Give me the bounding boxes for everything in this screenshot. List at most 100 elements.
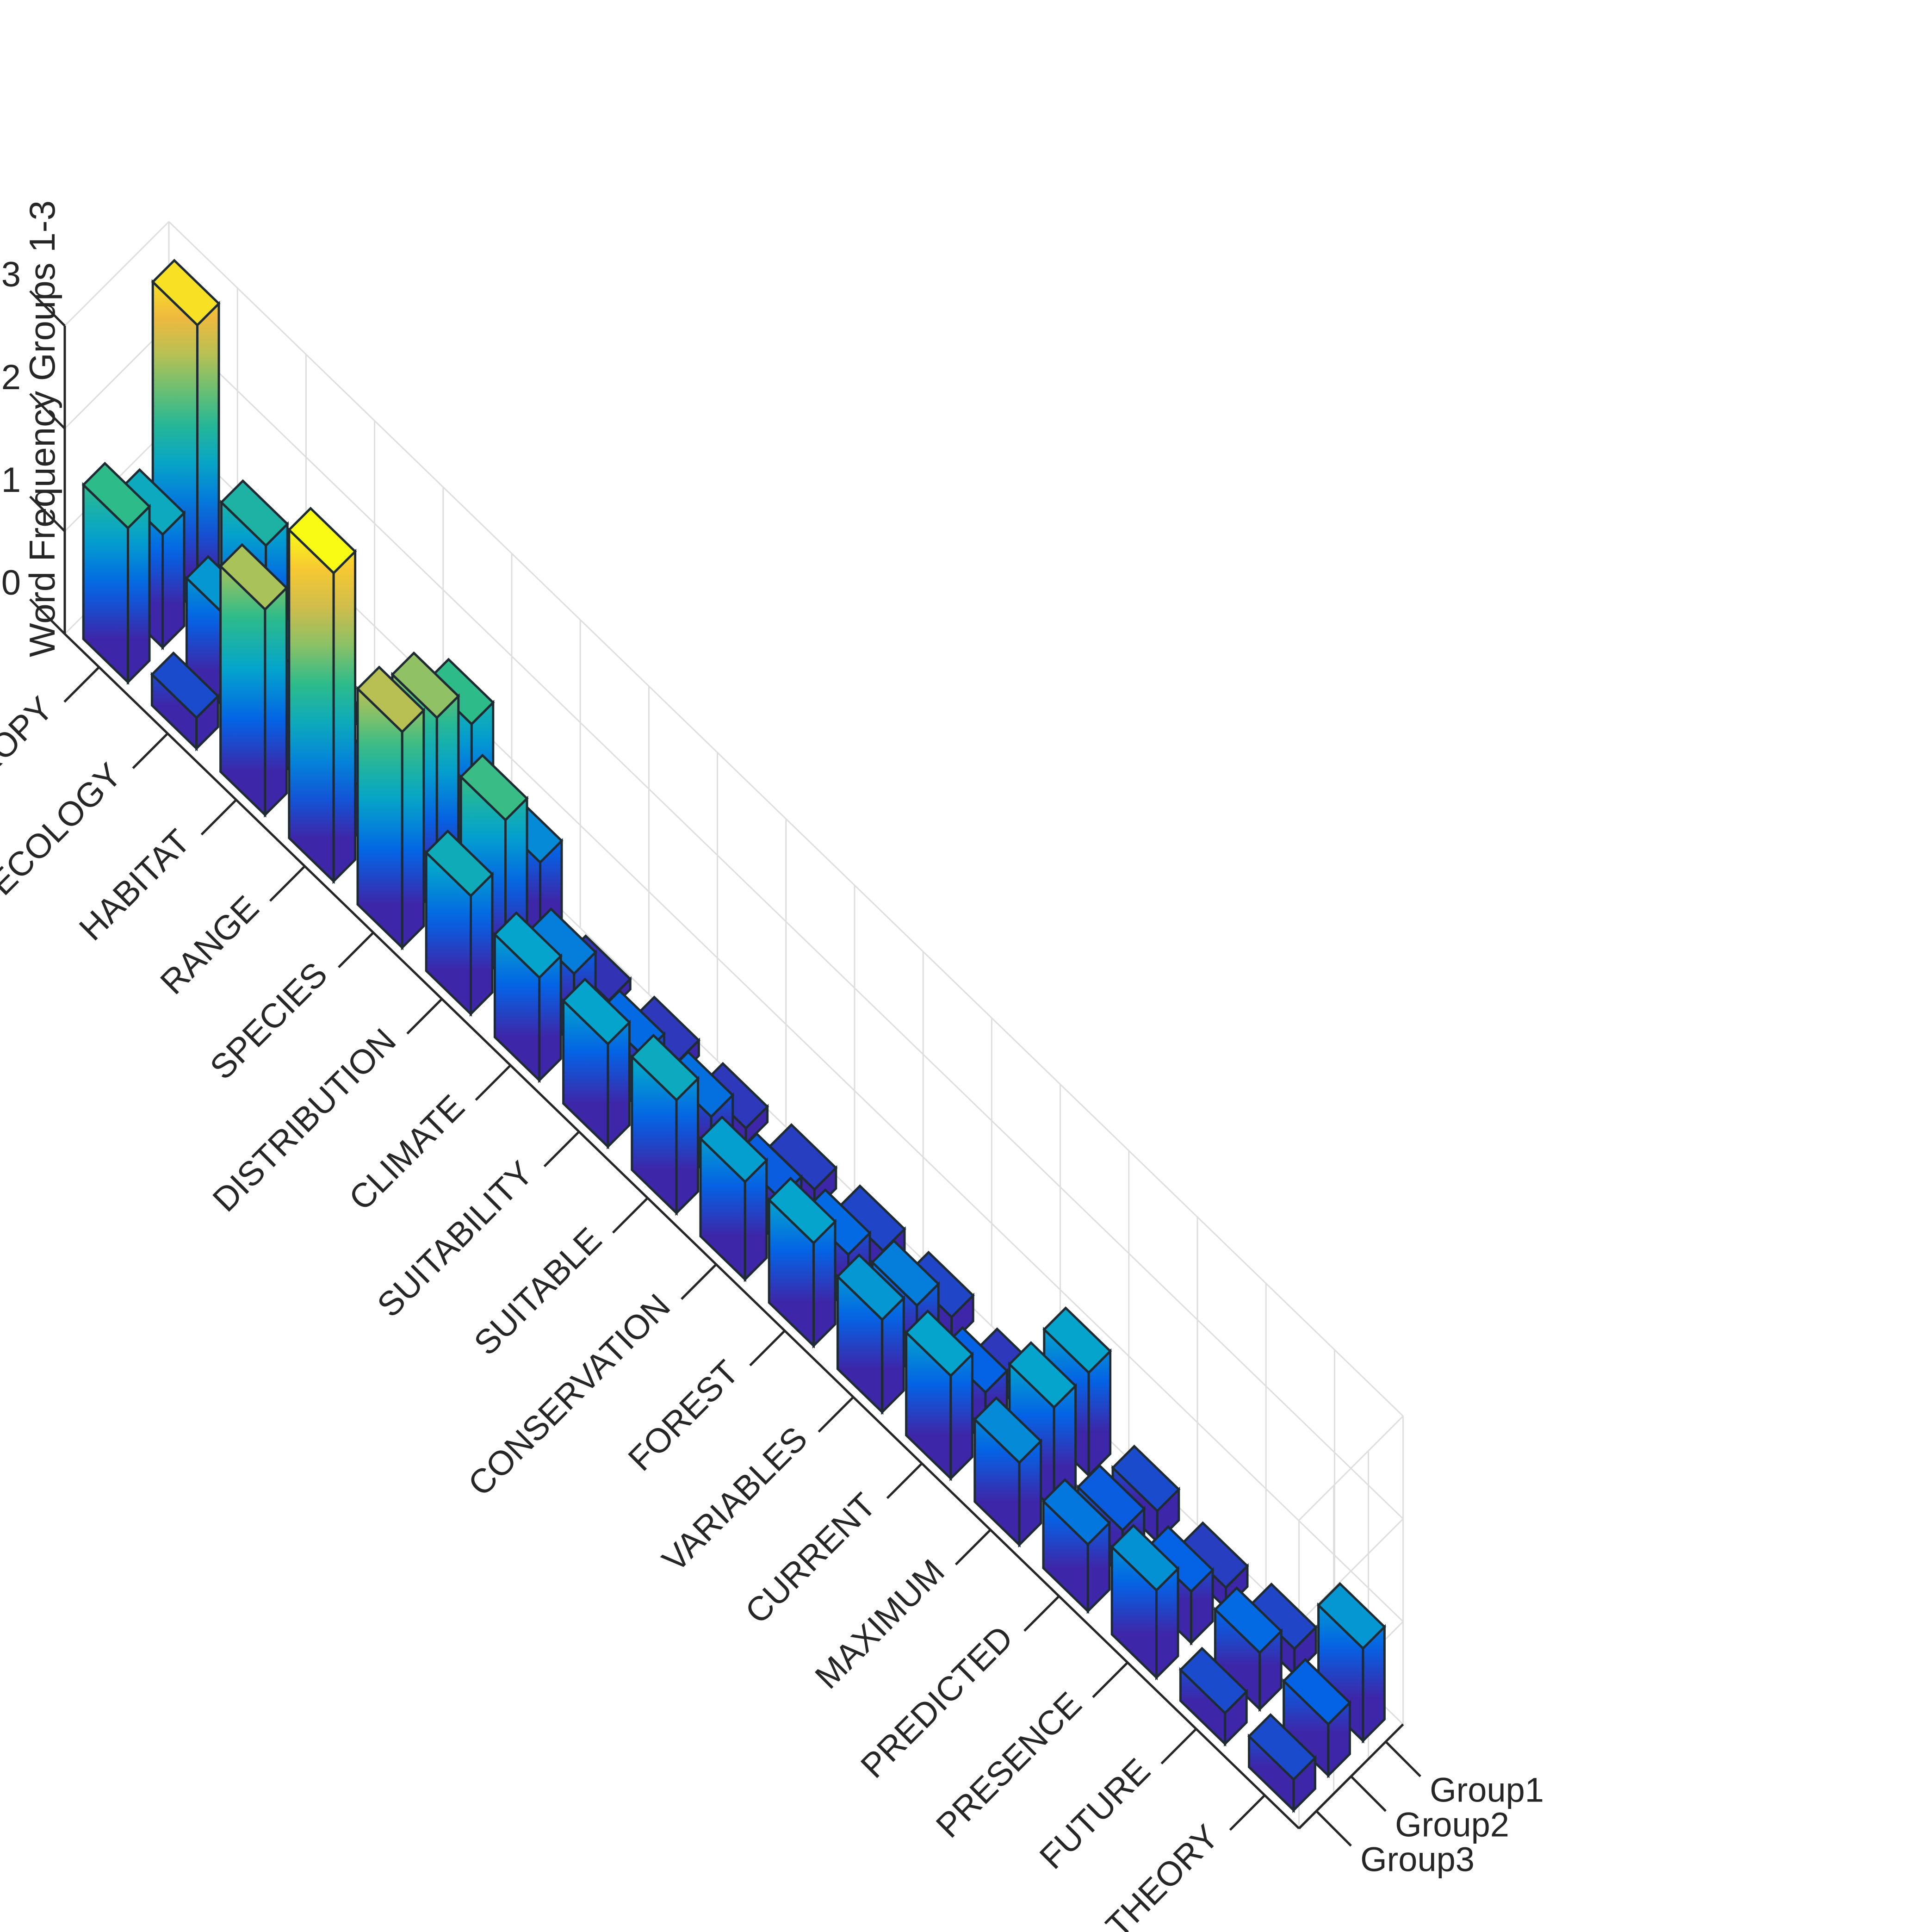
bar-top [1076,1464,1146,1532]
bar-group3-predicted [1041,1478,1111,1614]
bar-top [151,259,221,327]
z-tick-label: 2 [1,358,21,397]
category-tick [63,666,100,703]
bar-top [219,479,289,547]
bar-top [424,829,494,898]
category-tick-label: SPECIES [203,955,335,1087]
bar-group3-suitable [630,1033,700,1216]
category-tick [338,932,374,969]
bar-face [356,686,403,950]
bar-top [768,1123,838,1191]
bar-top [1248,1582,1318,1651]
grid-line [1298,1518,1404,1624]
bar-group2-future [1213,1586,1283,1712]
bar-top [836,1253,905,1322]
bar-group3-entropy [81,461,151,685]
z-tick-label: 3 [1,255,21,294]
bars [81,259,1386,1813]
bar-top [1213,1586,1283,1654]
category-tick [681,1263,717,1300]
bar-top [219,543,288,611]
category-tick-label: SUITABLE [466,1220,609,1363]
category-tick [1023,1595,1060,1632]
category-tick-label: CURRENT [738,1485,883,1631]
bar-top [1042,1306,1112,1374]
axes [29,290,1421,1847]
z-tick [29,598,66,635]
bar-top [287,506,357,575]
category-tick [132,733,169,769]
bar-top [1145,1525,1215,1593]
bar-face [332,548,357,884]
group-tick [1385,1740,1421,1777]
bar-top [1317,1582,1386,1650]
bar-group3-suitability [562,977,631,1149]
bar-top [356,665,426,734]
bar-top [699,1115,769,1184]
z-tick [29,496,66,532]
bar-top [527,907,597,975]
category-tick [1160,1728,1197,1764]
bar-group2-theory [1282,1658,1351,1778]
bar-group3-distribution [424,829,494,1017]
z-tick-label: 0 [1,563,21,603]
bar-face [127,503,151,685]
bar-top [81,461,151,530]
z-tick [29,290,66,327]
bar-group3-conservation [699,1115,769,1282]
category-tick-label: FOREST [621,1353,746,1478]
bar-top [1247,1713,1317,1781]
bar-group3-theory [1247,1713,1317,1813]
grid-line [64,221,170,327]
group-tick [1315,1810,1352,1847]
bar-group3-maximum [973,1396,1043,1548]
bar-top [390,651,460,720]
bar-top [630,1033,700,1102]
bar-group3-variables [836,1253,905,1415]
category-tick [886,1462,923,1499]
bar-group1-theory [1317,1582,1386,1744]
bar-top [1110,1524,1180,1592]
category-tick-label: MAXIMUM [807,1552,952,1696]
bar-top [1282,1658,1351,1726]
category-tick [954,1529,992,1565]
category-tick [543,1131,580,1168]
bar-face [161,510,186,651]
category-tick [475,1064,512,1101]
category-tick-label: FUTURE [1032,1751,1158,1876]
bar-top [493,911,563,980]
bar-face [675,1075,700,1216]
category-tick [200,799,237,836]
bar-top [150,651,220,720]
axis-frame [1298,1767,1360,1829]
grid-line [64,323,170,429]
bar-face [264,585,288,818]
category-tick [406,998,443,1035]
category-tick [1092,1661,1128,1698]
group-tick [1350,1775,1387,1812]
bar-group3-ecology [150,651,220,752]
bar-face [288,527,335,884]
bar-top [905,1309,974,1378]
category-tick-label: RANGE [153,888,266,1002]
z-tick-label: 1 [1,460,21,500]
bar-top [1041,1478,1111,1546]
category-axis-line [64,633,1300,1829]
bar-group3-habitat [219,543,288,818]
bar-top [562,977,631,1046]
bar-group3-future [1178,1646,1248,1747]
category-tick [818,1396,855,1433]
category-tick [749,1329,786,1367]
bar-top [870,1239,940,1307]
category-tick-label: HABITAT [72,822,198,948]
bar-top [1111,1444,1181,1513]
bar-top [1179,1521,1249,1590]
z-axis-label: Word Frequency Groups 1-3 [22,200,62,657]
bar-group3-climate [493,911,563,1083]
bar-top [459,753,529,822]
group-tick-label: Group3 [1360,1840,1475,1879]
grid-line [1298,1416,1404,1521]
bar-face [401,707,425,950]
category-tick-label: CLIMATE [341,1087,472,1218]
bar-top [1008,1341,1078,1409]
